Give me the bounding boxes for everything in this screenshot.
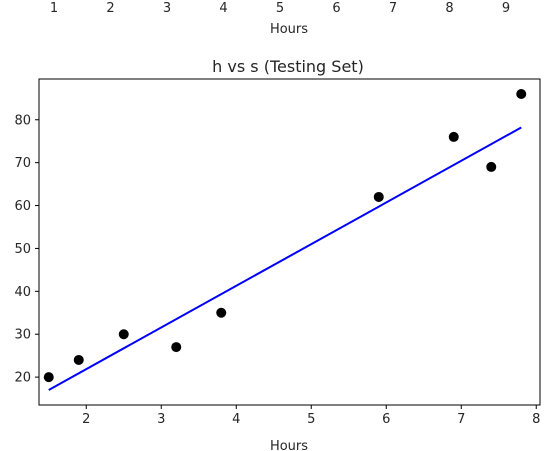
y-tick-label: 70 <box>14 156 31 171</box>
x-axis-label: Hours <box>270 439 308 451</box>
top-x-tick-label: 9 <box>502 1 510 16</box>
scatter-points-series <box>43 89 527 383</box>
data-point <box>486 161 497 172</box>
data-point <box>216 307 227 318</box>
x-tick-label: 2 <box>82 412 90 427</box>
top-x-tick-label: 4 <box>219 1 227 16</box>
y-tick-label: 30 <box>14 328 31 343</box>
top-partial-chart: 1 2 3 4 5 6 7 8 9 Hours <box>50 1 510 37</box>
main-chart: h vs s (Testing Set) 20 30 40 50 60 70 80 2 3 4 5… <box>14 57 541 451</box>
data-point <box>118 329 129 340</box>
data-point <box>171 342 182 353</box>
x-tick-label: 8 <box>532 412 540 427</box>
y-tick-label: 80 <box>14 113 31 128</box>
x-tick-label: 5 <box>307 412 315 427</box>
data-point <box>373 191 384 202</box>
top-x-tick-label: 8 <box>445 1 453 16</box>
data-point <box>73 354 84 365</box>
regression-line-series <box>48 126 522 391</box>
y-axis-ticks: 20 30 40 50 60 70 80 <box>14 113 39 386</box>
chart-title: h vs s (Testing Set) <box>212 57 364 76</box>
top-x-tick-label: 5 <box>276 1 284 16</box>
y-tick-label: 40 <box>14 285 31 300</box>
plot-area-frame <box>38 78 541 406</box>
x-tick-label: 4 <box>232 412 240 427</box>
data-point <box>43 372 54 383</box>
x-tick-label: 6 <box>382 412 390 427</box>
y-tick-label: 60 <box>14 199 31 214</box>
data-point <box>516 89 527 100</box>
top-x-tick-label: 3 <box>163 1 171 16</box>
x-tick-label: 7 <box>457 412 465 427</box>
y-tick-label: 50 <box>14 242 31 257</box>
y-tick-label: 20 <box>14 371 31 386</box>
x-tick-label: 3 <box>157 412 165 427</box>
top-x-tick-label: 2 <box>106 1 114 16</box>
data-point <box>448 131 459 142</box>
top-x-tick-labels: 1 2 3 4 5 6 7 8 9 <box>50 1 510 16</box>
x-axis-ticks: 2 3 4 5 6 7 8 <box>82 405 540 427</box>
top-x-tick-label: 7 <box>389 1 397 16</box>
top-x-axis-label: Hours <box>270 22 308 37</box>
regression-line <box>48 126 522 391</box>
top-x-tick-label: 6 <box>332 1 340 16</box>
top-x-tick-label: 1 <box>50 1 58 16</box>
